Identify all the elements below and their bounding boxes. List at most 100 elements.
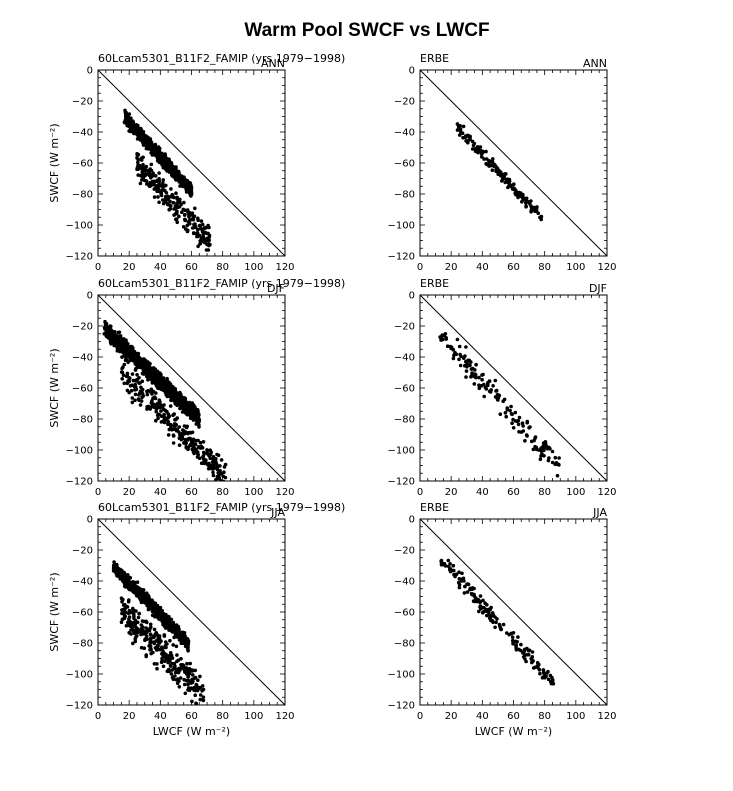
reference-line — [97, 518, 286, 706]
scatter-point — [145, 135, 149, 139]
scatter-point — [495, 397, 500, 402]
scatter-point — [512, 182, 516, 186]
scatter-point — [492, 164, 496, 168]
scatter-point — [184, 406, 188, 410]
x-tick-label: 60 — [185, 487, 198, 498]
scatter-point — [129, 632, 133, 636]
scatter-point — [173, 204, 178, 208]
scatter-point — [131, 641, 135, 646]
scatter-point — [169, 672, 174, 676]
scatter-point — [175, 681, 180, 685]
scatter-point — [121, 603, 126, 607]
scatter-point — [112, 560, 116, 564]
scatter-point — [151, 650, 155, 655]
scatter-point — [541, 668, 546, 672]
scatter-point — [162, 403, 166, 407]
scatter-point — [150, 179, 155, 184]
scatter-point — [485, 613, 489, 618]
scatter-point — [155, 643, 160, 648]
scatter-point — [185, 646, 190, 651]
x-tick-label: 120 — [597, 487, 616, 498]
scatter-point — [128, 376, 132, 381]
scatter-point — [183, 691, 188, 696]
scatter-point — [187, 688, 192, 693]
scatter-point — [168, 167, 172, 172]
scatter-point — [188, 407, 192, 412]
scatter-point — [148, 632, 153, 636]
scatter-point — [547, 456, 551, 460]
scatter-point — [162, 420, 167, 425]
scatter-point — [185, 208, 190, 212]
scatter-point — [135, 585, 139, 589]
scatter-point — [169, 187, 173, 191]
scatter-point — [510, 638, 515, 643]
scatter-point — [183, 212, 187, 217]
scatter-point — [191, 445, 195, 449]
scatter-point — [172, 175, 176, 179]
scatter-point — [497, 622, 502, 627]
scatter-point — [190, 669, 194, 673]
scatter-point — [469, 360, 473, 364]
scatter-point — [159, 409, 163, 413]
scatter-point — [201, 455, 205, 459]
scatter-point — [183, 440, 187, 444]
scatter-point — [215, 474, 220, 479]
scatter-point — [128, 582, 132, 587]
scatter-point — [115, 573, 119, 578]
scatter-point — [170, 668, 174, 672]
scatter-point — [191, 418, 196, 422]
scatter-point — [132, 123, 137, 128]
scatter-point — [154, 648, 159, 652]
scatter-point — [202, 451, 207, 456]
scatter-point — [484, 161, 488, 166]
scatter-point — [511, 641, 515, 646]
scatter-point — [184, 678, 189, 683]
scatter-point — [145, 405, 149, 409]
figure-title: Warm Pool SWCF vs LWCF — [244, 20, 489, 41]
scatter-point — [148, 648, 152, 652]
scatter-point — [517, 190, 521, 195]
scatter-point — [157, 398, 162, 403]
scatter-point — [206, 231, 210, 236]
scatter-point — [502, 176, 507, 180]
scatter-point — [190, 413, 194, 418]
scatter-point — [198, 697, 203, 702]
scatter-point — [135, 125, 139, 130]
y-tick-label: −40 — [394, 353, 415, 364]
scatter-point — [458, 352, 462, 357]
scatter-point — [163, 379, 168, 383]
scatter-point — [174, 427, 179, 432]
scatter-point — [148, 637, 153, 641]
scatter-point — [175, 195, 179, 200]
scatter-point — [157, 171, 161, 175]
scatter-point — [466, 140, 470, 145]
scatter-point — [157, 384, 162, 389]
scatter-point — [141, 625, 145, 629]
scatter-point — [150, 403, 155, 408]
scatter-point — [544, 444, 549, 448]
scatter-point — [504, 414, 509, 419]
scatter-point — [457, 357, 461, 362]
scatter-point — [125, 374, 129, 378]
scatter-point — [192, 214, 197, 218]
scatter-point — [521, 655, 526, 659]
scatter-point — [146, 366, 150, 371]
scatter-point — [472, 141, 477, 146]
x-axis-label: LWCF (W m⁻²) — [153, 725, 230, 738]
x-tick-label: 100 — [244, 711, 263, 722]
scatter-point — [168, 384, 173, 388]
scatter-point — [489, 388, 494, 392]
scatter-point — [196, 234, 200, 239]
scatter-point — [203, 230, 207, 235]
scatter-point — [468, 135, 472, 140]
scatter-point — [470, 592, 475, 596]
scatter-point — [443, 332, 448, 336]
scatter-point — [162, 387, 167, 392]
scatter-point — [159, 639, 163, 643]
scatter-point — [171, 628, 175, 633]
scatter-point — [173, 664, 177, 668]
scatter-point — [476, 149, 480, 154]
scatter-point — [137, 381, 141, 385]
scatter-point — [157, 615, 161, 619]
y-tick-label: −60 — [72, 384, 93, 395]
